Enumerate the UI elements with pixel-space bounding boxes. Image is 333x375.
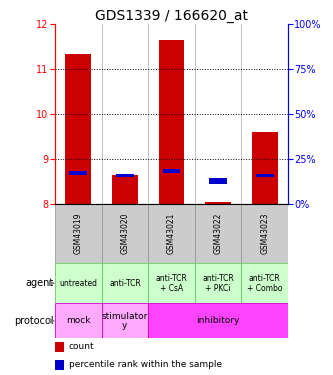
Bar — [252, 132, 278, 204]
Bar — [69, 171, 87, 175]
Bar — [195, 204, 241, 263]
Text: anti-TCR
+ CsA: anti-TCR + CsA — [156, 274, 187, 292]
Text: GSM43023: GSM43023 — [260, 213, 269, 254]
Text: stimulator
y: stimulator y — [102, 312, 148, 330]
Bar — [102, 263, 148, 303]
Bar — [163, 169, 180, 172]
Bar — [205, 202, 231, 204]
Text: percentile rank within the sample: percentile rank within the sample — [69, 360, 222, 369]
Bar — [55, 263, 102, 303]
Text: GSM43020: GSM43020 — [120, 213, 130, 254]
Bar — [102, 204, 148, 263]
Text: GSM43022: GSM43022 — [213, 213, 223, 254]
Text: GSM43019: GSM43019 — [74, 213, 83, 254]
Bar — [112, 175, 138, 204]
Text: protocol: protocol — [14, 316, 54, 326]
Text: anti-TCR
+ PKCi: anti-TCR + PKCi — [202, 274, 234, 292]
Text: untreated: untreated — [59, 279, 97, 288]
Bar — [241, 204, 288, 263]
Bar — [65, 54, 91, 204]
Text: inhibitory: inhibitory — [196, 316, 240, 326]
Text: agent: agent — [25, 278, 54, 288]
Bar — [148, 303, 288, 338]
Bar — [102, 303, 148, 338]
Bar — [256, 174, 274, 177]
Bar — [55, 342, 64, 351]
Text: GSM43021: GSM43021 — [167, 213, 176, 254]
Text: mock: mock — [66, 316, 91, 326]
Text: count: count — [69, 342, 95, 351]
Bar — [195, 263, 241, 303]
Bar — [55, 360, 64, 370]
Bar — [55, 303, 102, 338]
Text: anti-TCR: anti-TCR — [109, 279, 141, 288]
Bar — [241, 263, 288, 303]
Bar — [148, 263, 195, 303]
Bar — [159, 40, 184, 204]
Bar — [148, 204, 195, 263]
Title: GDS1339 / 166620_at: GDS1339 / 166620_at — [95, 9, 248, 23]
Bar — [55, 204, 102, 263]
Text: anti-TCR
+ Combo: anti-TCR + Combo — [247, 274, 282, 292]
Bar — [116, 174, 134, 177]
Bar — [209, 178, 227, 184]
